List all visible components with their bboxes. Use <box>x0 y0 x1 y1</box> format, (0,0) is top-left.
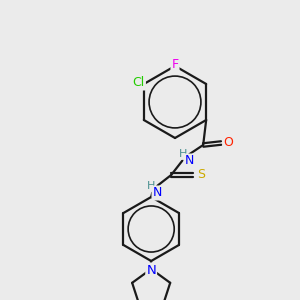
Text: F: F <box>171 58 178 71</box>
Text: Cl: Cl <box>133 76 145 89</box>
Text: S: S <box>197 169 205 182</box>
Text: N: N <box>146 263 156 277</box>
Text: H: H <box>179 149 188 159</box>
Text: O: O <box>223 136 233 149</box>
Text: N: N <box>152 187 162 200</box>
Text: N: N <box>184 154 194 167</box>
Text: H: H <box>147 181 155 191</box>
